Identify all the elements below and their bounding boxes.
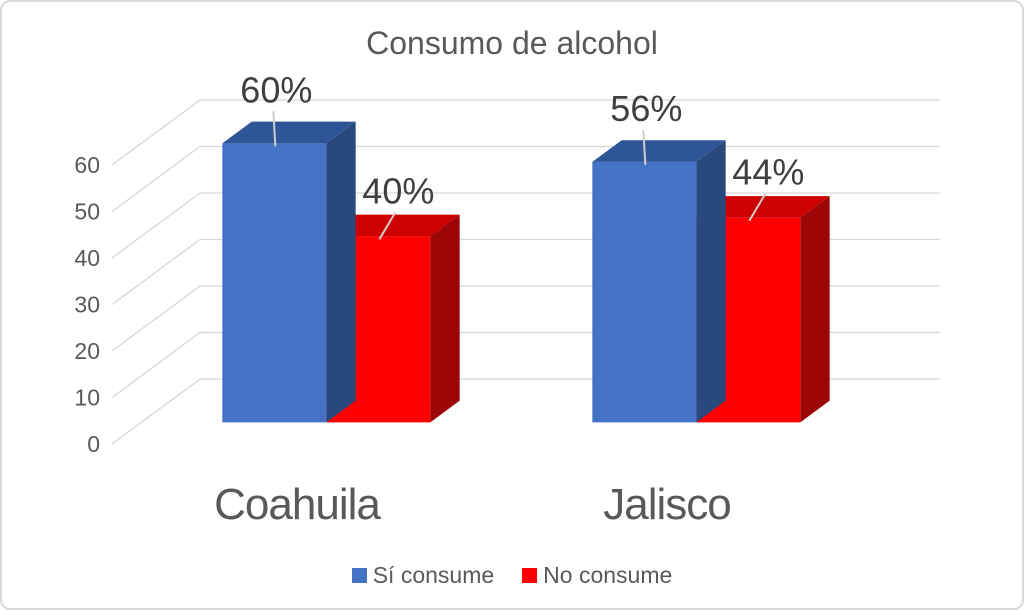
legend-item: No consume [522, 560, 672, 590]
gridline [111, 99, 940, 166]
y-axis-tick-label: 20 [74, 338, 100, 364]
bar-side-face [430, 214, 460, 423]
bar-top-face [696, 196, 830, 218]
data-label: 44% [732, 152, 804, 193]
bar-top-face [222, 121, 356, 144]
data-label-leader-line [748, 193, 767, 222]
bar-Sí consume-Jalisco [592, 140, 726, 423]
bar-front-face [592, 161, 697, 423]
bar-Sí consume-Coahuila [222, 121, 356, 423]
y-axis-tick-label: 10 [74, 385, 100, 411]
bar-side-face [800, 196, 830, 423]
legend-swatch [351, 567, 367, 583]
y-axis-tick-label: 30 [74, 292, 100, 318]
data-label: 60% [240, 69, 312, 110]
data-label: 56% [610, 88, 682, 129]
y-axis-tick-label: 40 [74, 245, 100, 271]
bar-side-face [326, 121, 356, 423]
y-axis-tick-label: 50 [74, 199, 100, 225]
bar-top-face [592, 140, 726, 162]
chart-title: Consumo de alcohol [366, 25, 658, 61]
legend-swatch [522, 567, 538, 583]
category-label: Jalisco [603, 480, 731, 529]
y-axis-tick-label: 0 [87, 431, 100, 457]
legend-label: No consume [543, 562, 673, 588]
data-label-leader-line [378, 211, 397, 240]
legend: Sí consume No consume [2, 559, 1022, 591]
y-axis-tick-label: 60 [74, 152, 100, 178]
data-label-leader-line [642, 129, 647, 165]
bar-front-face [222, 143, 327, 423]
category-label: Coahuila [214, 480, 381, 529]
data-label: 40% [362, 170, 434, 211]
bar-top-face [326, 214, 460, 237]
legend-item: Sí consume [351, 560, 495, 590]
bar-side-face [696, 140, 726, 423]
data-label-leader-line [272, 111, 277, 147]
legend-label: Sí consume [372, 562, 495, 588]
